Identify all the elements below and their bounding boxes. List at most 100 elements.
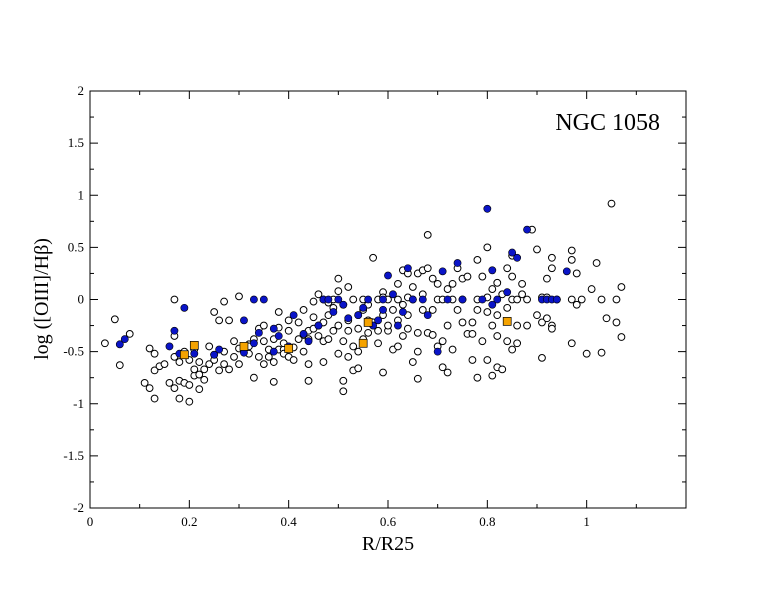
x-tick-label: 0	[87, 514, 94, 529]
open-circle-point	[617, 283, 626, 291]
y-tick-label: 0	[78, 292, 85, 307]
filled-circle-point	[384, 271, 392, 280]
open-circle-point	[200, 365, 209, 374]
open-circle-point	[374, 326, 382, 335]
open-circle-point	[533, 245, 541, 254]
open-circle-point	[413, 347, 422, 356]
open-circle-point	[548, 253, 556, 262]
open-circle-point	[513, 321, 522, 330]
open-circle-point	[339, 387, 348, 396]
open-circle-point	[269, 377, 278, 386]
open-circle-point	[190, 365, 199, 374]
open-circle-point	[125, 330, 134, 338]
open-circle-point	[354, 347, 363, 356]
filled-circle-point	[453, 259, 462, 267]
open-circle-point	[543, 274, 551, 283]
open-circle-point	[175, 358, 184, 366]
filled-circle-point	[249, 295, 258, 304]
filled-circle-point	[170, 326, 179, 335]
open-circle-point	[259, 337, 268, 346]
filled-circle-point	[334, 295, 343, 304]
filled-circle-point	[115, 340, 124, 349]
open-circle-point	[488, 321, 497, 330]
filled-circle-point	[374, 316, 382, 325]
filled-circle-point	[493, 295, 502, 304]
open-circle-point	[399, 332, 407, 340]
open-circle-point	[513, 339, 522, 348]
open-circle-point	[259, 321, 268, 330]
open-circle-point	[503, 264, 512, 273]
filled-circle-point	[513, 253, 522, 262]
open-circle-point	[299, 347, 308, 356]
open-circle-point	[513, 295, 522, 304]
open-circle-point	[468, 330, 477, 338]
open-circle-point	[309, 313, 318, 322]
x-tick-label: 1	[583, 514, 590, 529]
y-tick-label: 2	[78, 83, 85, 98]
filled-circle-point	[408, 295, 417, 304]
y-axis-ticks: -2 -1.5 -1 -0.5 0 0.5 1 1.5 2	[63, 83, 686, 515]
filled-circle-point	[269, 347, 278, 356]
open-circle-point	[205, 342, 214, 351]
open-circle-point	[523, 321, 531, 330]
open-circle-point	[394, 342, 402, 351]
filled-circle-point	[210, 350, 219, 359]
open-circle-point	[284, 326, 293, 335]
open-circle-point	[364, 328, 373, 337]
open-circle-point	[394, 295, 402, 304]
open-circle-point	[220, 360, 229, 369]
filled-circle-point	[433, 347, 442, 356]
x-axis-title: R/R25	[362, 533, 414, 555]
open-circle-point	[259, 360, 268, 369]
open-circle-point	[428, 274, 437, 283]
open-circle-point	[334, 287, 343, 296]
open-circle-point	[592, 259, 601, 267]
open-circle-point	[235, 292, 243, 301]
open-circle-point	[185, 381, 194, 389]
open-circle-point	[428, 331, 437, 339]
filled-circle-point	[314, 321, 323, 330]
open-circle-point	[453, 306, 462, 314]
filled-circle-point	[418, 295, 427, 304]
y-tick-label: -1	[73, 396, 84, 411]
open-circle-point	[289, 356, 298, 364]
open-circle-point	[160, 360, 169, 369]
open-circle-point	[408, 283, 417, 291]
open-circle-point	[572, 269, 581, 278]
open-circle-point	[250, 373, 258, 382]
open-circle-point	[374, 339, 382, 348]
open-circle-point	[230, 352, 238, 361]
open-circle-point	[225, 316, 233, 325]
open-circle-point	[548, 264, 556, 273]
open-circle-point	[140, 379, 149, 387]
filled-circle-point	[180, 303, 189, 312]
open-circle-point	[518, 290, 526, 299]
open-circle-point	[577, 295, 586, 304]
open-circle-point	[165, 379, 174, 387]
open-circle-point	[493, 311, 502, 320]
open-circle-point	[473, 255, 482, 264]
open-circle-point	[344, 352, 353, 361]
y-axis-title: log ([OIII]/Hβ)	[31, 238, 53, 360]
open-circle-point	[339, 337, 348, 346]
open-circle-point	[438, 363, 447, 372]
open-circle-point	[150, 349, 159, 358]
open-circle-point	[587, 285, 596, 293]
filled-circle-point	[523, 225, 531, 234]
open-circle-point	[170, 295, 179, 304]
open-circle-point	[408, 358, 417, 366]
open-circle-point	[463, 272, 472, 281]
open-circle-point	[428, 306, 437, 314]
open-circle-point	[254, 352, 263, 361]
open-circle-point	[443, 321, 452, 330]
open-circle-point	[602, 314, 611, 323]
open-circle-point	[607, 199, 616, 208]
filled-circle-point	[508, 248, 517, 257]
open-circle-point	[488, 371, 497, 380]
open-circle-point	[413, 374, 422, 383]
open-circle-point	[284, 316, 293, 325]
open-circle-point	[508, 345, 517, 354]
open-circle-point	[319, 358, 328, 366]
open-circle-point	[384, 321, 392, 330]
open-circle-point	[448, 345, 457, 354]
